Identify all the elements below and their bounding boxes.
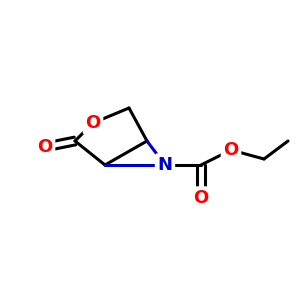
Text: O: O <box>224 141 238 159</box>
Text: O: O <box>38 138 52 156</box>
Text: N: N <box>158 156 172 174</box>
Text: O: O <box>194 189 208 207</box>
Text: O: O <box>85 114 100 132</box>
